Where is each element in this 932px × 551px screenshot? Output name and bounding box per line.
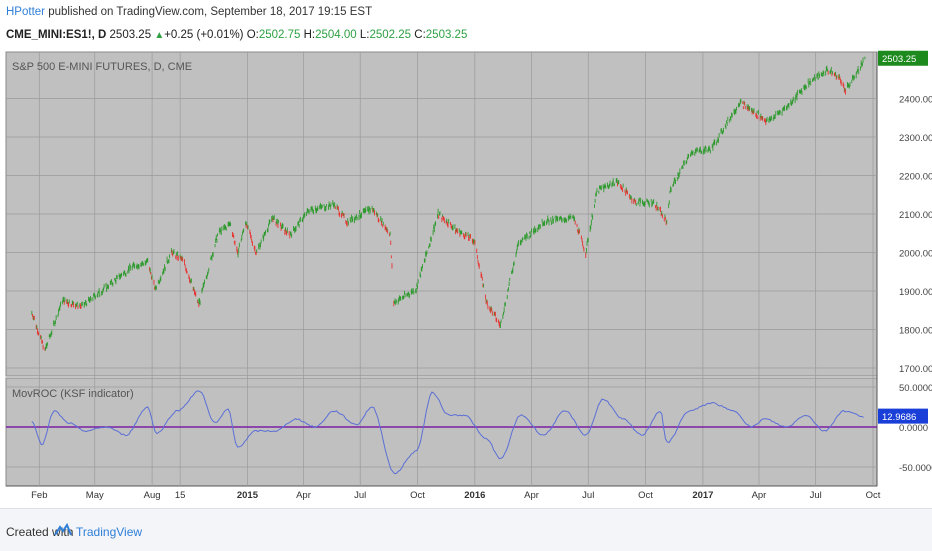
axes: 2400.00 2300.00 2200.00 2100.00 2000.00 1900.… <box>31 50 932 501</box>
time-tick-label: Feb <box>31 490 47 501</box>
time-tick-label: 2015 <box>237 490 259 501</box>
created-with-text: Created with <box>6 525 74 539</box>
indicator-pane-bg <box>5 377 878 487</box>
tradingview-brand-link[interactable]: TradingView <box>76 525 143 539</box>
open-label: O: <box>246 29 259 41</box>
time-tick-label: Oct <box>866 490 881 501</box>
indicator-tick-label: 0.0000 <box>899 423 928 434</box>
footer: Created with TradingView <box>0 508 932 551</box>
open-value: 2502.75 <box>258 29 301 41</box>
last-price: 2503.25 <box>109 29 152 41</box>
indicator-tick-label: -50.0000 <box>899 463 932 474</box>
time-tick-label: Jul <box>354 490 366 501</box>
publish-info: HPotter published on TradingView.com, Se… <box>6 6 372 18</box>
price-tick-label: 1800.00 <box>899 326 932 337</box>
price-tick-label: 2400.00 <box>899 95 932 106</box>
grid-lines <box>6 52 877 486</box>
high-value: 2504.00 <box>315 29 357 41</box>
low-value: 2502.25 <box>369 29 412 41</box>
chart-area[interactable]: 2400.00 2300.00 2200.00 2100.00 2000.00 1900.… <box>0 0 932 508</box>
time-tick-label: Jul <box>582 490 594 501</box>
low-label: L: <box>359 29 370 41</box>
time-tick-label: Jul <box>810 490 822 501</box>
indicator-series <box>6 390 877 475</box>
time-tick-label: 2017 <box>692 490 713 501</box>
time-tick-label: May <box>86 490 104 501</box>
last-price-label-bg <box>878 50 928 66</box>
symbol-name[interactable]: CME_MINI:ES1!, D <box>6 29 107 41</box>
time-tick-label: Oct <box>638 490 653 501</box>
publisher-link[interactable]: HPotter <box>6 6 45 18</box>
time-tick-label: Apr <box>752 490 767 501</box>
indicator-value-label: 12.9686 <box>882 412 916 423</box>
indicator-tick-label: 50.0000 <box>899 383 932 394</box>
time-tick-label: Apr <box>524 490 539 501</box>
indicator-value-label-bg <box>878 408 928 424</box>
close-label: C: <box>414 29 426 41</box>
price-tick-label: 1700.00 <box>899 364 932 375</box>
indicator-title: MovROC (KSF indicator) <box>12 388 134 400</box>
price-tick-label: 2000.00 <box>899 249 932 260</box>
last-price-label: 2503.25 <box>882 54 916 65</box>
price-tick-label: 2100.00 <box>899 210 932 221</box>
time-tick-label: 15 <box>175 490 186 501</box>
price-chart-title: S&P 500 E-MINI FUTURES, D, CME <box>12 61 192 73</box>
price-tick-label: 1900.00 <box>899 287 932 298</box>
tradingview-logo-icon <box>54 523 72 536</box>
time-tick-label: 2016 <box>464 490 485 501</box>
high-label: H: <box>303 29 316 41</box>
price-tick-label: 2200.00 <box>899 172 932 183</box>
time-tick-label: Apr <box>296 490 311 501</box>
time-tick-label: Oct <box>410 490 425 501</box>
close-value: 2503.25 <box>425 29 468 41</box>
price-series <box>31 56 866 351</box>
price-tick-label: 2300.00 <box>899 133 932 144</box>
time-tick-label: Aug <box>144 490 161 501</box>
up-arrow-icon: ▲ <box>154 30 165 41</box>
price-change: +0.25 (+0.01%) <box>164 29 244 41</box>
published-text: published on TradingView.com, September … <box>48 6 373 18</box>
symbol-info: CME_MINI:ES1!, D 2503.25 ▲+0.25 (+0.01%)… <box>6 29 467 41</box>
movroc-line <box>31 390 864 475</box>
